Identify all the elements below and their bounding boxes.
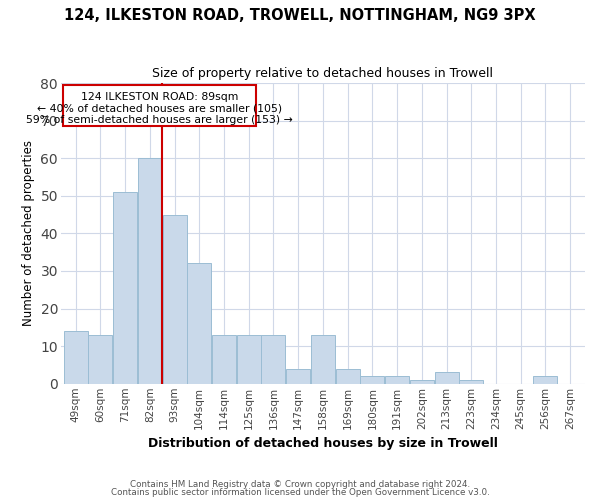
Text: 59% of semi-detached houses are larger (153) →: 59% of semi-detached houses are larger (… bbox=[26, 115, 293, 125]
Bar bbox=[187, 264, 211, 384]
Bar bbox=[163, 214, 187, 384]
Y-axis label: Number of detached properties: Number of detached properties bbox=[22, 140, 35, 326]
Bar bbox=[361, 376, 385, 384]
Bar bbox=[459, 380, 483, 384]
Bar bbox=[262, 335, 286, 384]
Text: 124, ILKESTON ROAD, TROWELL, NOTTINGHAM, NG9 3PX: 124, ILKESTON ROAD, TROWELL, NOTTINGHAM,… bbox=[64, 8, 536, 22]
Bar bbox=[410, 380, 434, 384]
Bar bbox=[88, 335, 112, 384]
Bar bbox=[533, 376, 557, 384]
Text: Contains public sector information licensed under the Open Government Licence v3: Contains public sector information licen… bbox=[110, 488, 490, 497]
Title: Size of property relative to detached houses in Trowell: Size of property relative to detached ho… bbox=[152, 68, 493, 80]
FancyBboxPatch shape bbox=[63, 85, 256, 126]
X-axis label: Distribution of detached houses by size in Trowell: Distribution of detached houses by size … bbox=[148, 437, 498, 450]
Bar bbox=[434, 372, 458, 384]
Bar bbox=[64, 331, 88, 384]
Bar bbox=[286, 368, 310, 384]
Bar bbox=[335, 368, 359, 384]
Text: 124 ILKESTON ROAD: 89sqm: 124 ILKESTON ROAD: 89sqm bbox=[81, 92, 238, 102]
Bar bbox=[385, 376, 409, 384]
Bar bbox=[311, 335, 335, 384]
Bar bbox=[237, 335, 261, 384]
Bar bbox=[113, 192, 137, 384]
Bar bbox=[212, 335, 236, 384]
Text: ← 40% of detached houses are smaller (105): ← 40% of detached houses are smaller (10… bbox=[37, 104, 282, 114]
Text: Contains HM Land Registry data © Crown copyright and database right 2024.: Contains HM Land Registry data © Crown c… bbox=[130, 480, 470, 489]
Bar bbox=[138, 158, 162, 384]
